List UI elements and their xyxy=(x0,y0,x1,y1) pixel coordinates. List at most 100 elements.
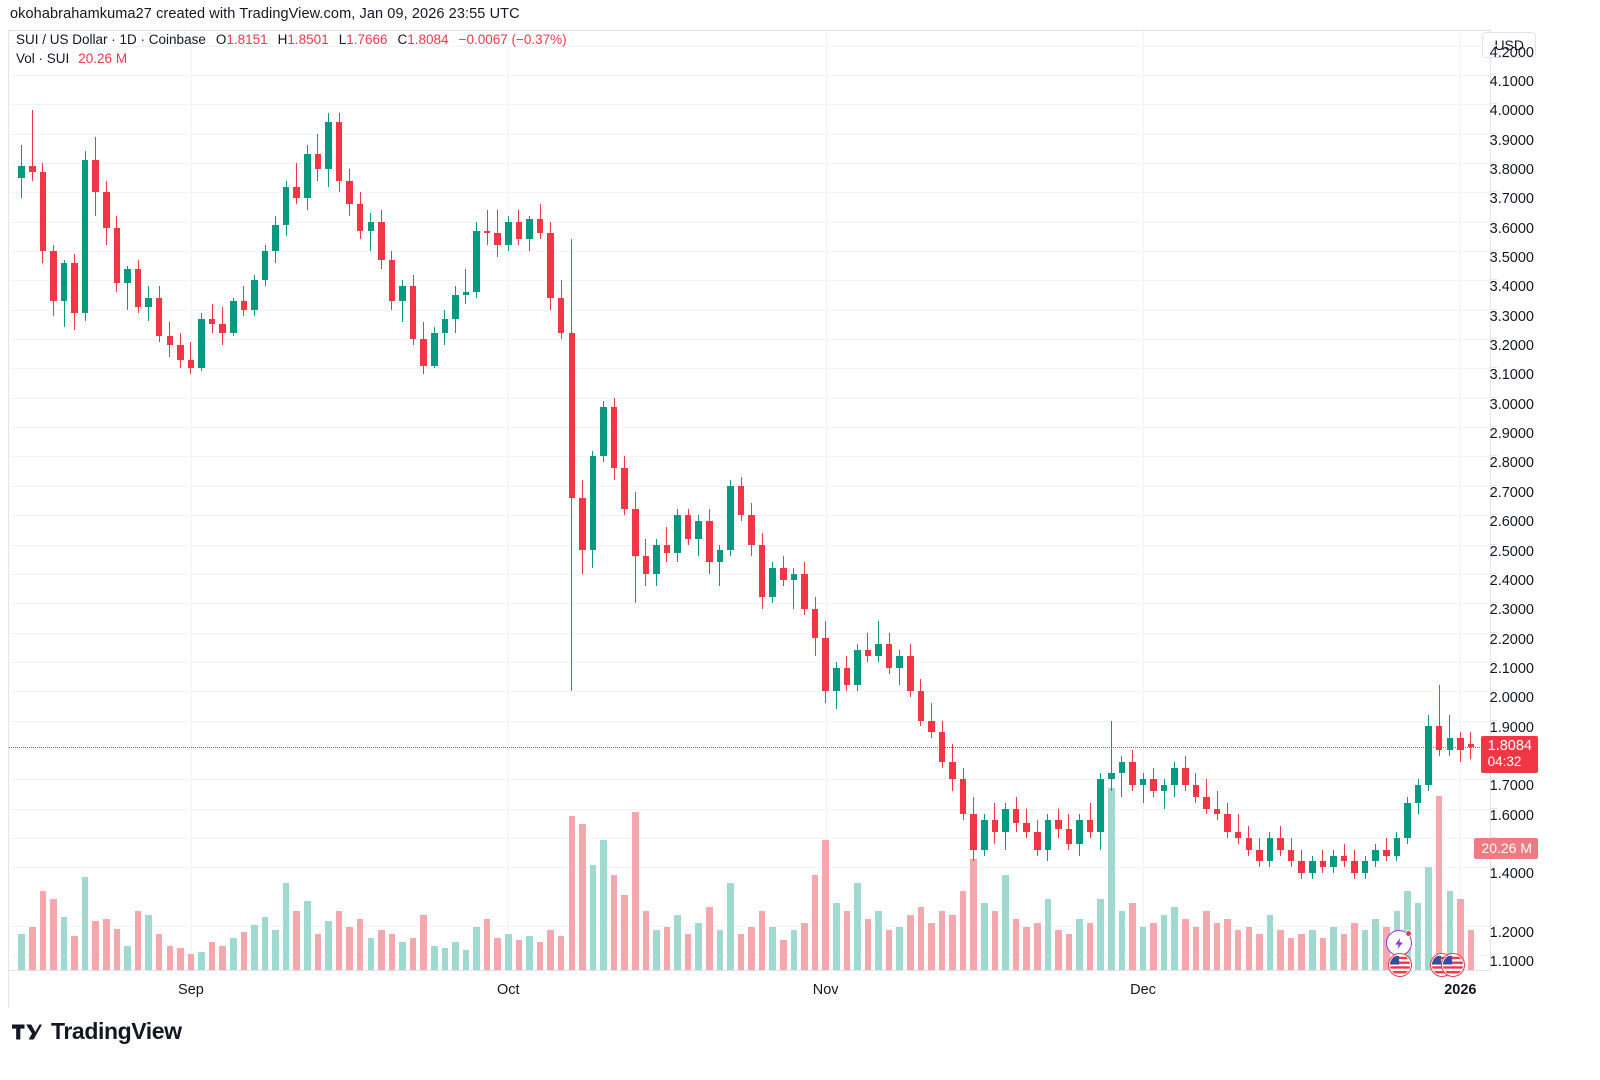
legend-volume-value: 20.26 M xyxy=(78,51,128,66)
price-badge-value: 1.8084 xyxy=(1487,738,1532,755)
us-flag-badge-left[interactable] xyxy=(1388,953,1412,977)
gridline-horizontal xyxy=(9,573,1490,575)
candle-wick xyxy=(31,110,33,181)
candle-wick xyxy=(1110,720,1112,791)
gridline-vertical xyxy=(508,31,510,970)
volume-bar xyxy=(145,914,152,970)
current-price-badge[interactable]: 1.8084 04:32 xyxy=(1480,736,1538,774)
candle-body xyxy=(1467,744,1475,747)
price-tick-dash xyxy=(1491,514,1497,516)
time-tick-label: Sep xyxy=(178,982,204,998)
candle-body xyxy=(970,814,978,850)
volume-bar xyxy=(864,918,872,970)
volume-bar xyxy=(219,946,226,970)
legend-low-key: L xyxy=(338,32,347,47)
price-tick-dash xyxy=(1491,455,1497,457)
candle-wick xyxy=(1438,685,1440,756)
volume-bar xyxy=(674,914,681,970)
candle-wick xyxy=(402,280,404,322)
volume-bar xyxy=(1309,930,1316,970)
us-flag-icon xyxy=(1388,953,1412,977)
chart-plot-area[interactable] xyxy=(8,30,1490,970)
legend-exchange[interactable]: Coinbase xyxy=(148,32,206,47)
legend-volume-row[interactable]: Vol · SUI 20.26 M xyxy=(16,51,567,68)
candle-body xyxy=(304,154,311,199)
candle-body xyxy=(801,573,808,610)
volume-bar xyxy=(706,906,713,970)
price-tick-dash xyxy=(1491,866,1497,868)
volume-bar xyxy=(854,883,861,970)
volume-bar xyxy=(843,910,851,970)
candle-body xyxy=(1277,837,1284,850)
volume-bar xyxy=(18,934,25,970)
candle-body xyxy=(928,720,935,733)
volume-bar xyxy=(356,918,364,970)
time-axis[interactable]: Sep Oct Nov Dec 2026 xyxy=(8,970,1490,1008)
candle-body xyxy=(103,192,110,228)
candle-body xyxy=(356,204,364,231)
gridline-vertical xyxy=(190,31,192,970)
volume-bar xyxy=(430,946,438,970)
candle-body xyxy=(494,233,501,246)
lightning-bolt-icon[interactable] xyxy=(1386,930,1412,956)
tradingview-footer[interactable]: TradingView xyxy=(12,1018,182,1045)
us-flag-badge-right-b[interactable] xyxy=(1441,953,1465,977)
currency-badge[interactable]: USD xyxy=(1482,32,1536,58)
volume-bar xyxy=(229,938,237,970)
volume-bar xyxy=(1372,918,1380,970)
volume-bar xyxy=(663,926,671,970)
candle-body xyxy=(1457,738,1464,750)
legend-volume-label: Vol · SUI xyxy=(16,51,70,66)
volume-bar xyxy=(1351,922,1358,970)
volume-bar xyxy=(28,926,36,970)
notification-dot-icon xyxy=(1405,930,1412,937)
gridline-horizontal xyxy=(9,544,1490,546)
legend-open-key: O xyxy=(215,32,227,47)
volume-bar xyxy=(1414,902,1422,970)
volume-bar xyxy=(695,922,702,970)
gridline-horizontal xyxy=(9,925,1490,927)
volume-bar xyxy=(124,946,131,970)
volume-bar xyxy=(822,839,829,970)
volume-bar xyxy=(938,910,946,970)
gridline-horizontal xyxy=(9,661,1490,663)
bolt-glyph xyxy=(1394,937,1403,949)
candle-body xyxy=(452,295,459,319)
legend-interval[interactable]: 1D xyxy=(119,32,137,47)
candle-body xyxy=(1266,837,1274,862)
candle-body xyxy=(1414,785,1422,803)
volume-bar xyxy=(610,875,618,970)
volume-bar xyxy=(1065,934,1073,970)
gridline-vertical xyxy=(1143,31,1145,970)
candle-body xyxy=(208,318,216,325)
candle-body xyxy=(1340,855,1348,862)
candle-body xyxy=(240,300,248,310)
candle-body xyxy=(959,779,967,815)
candle-body xyxy=(1383,849,1390,856)
legend-symbol[interactable]: SUI / US Dollar xyxy=(16,32,108,47)
candle-body xyxy=(1203,796,1210,809)
candle-body xyxy=(1160,785,1168,791)
current-price-line xyxy=(9,747,1490,749)
candle-body xyxy=(822,638,829,692)
volume-bar xyxy=(1245,926,1253,970)
gridline-horizontal xyxy=(9,632,1490,634)
candle-body xyxy=(674,515,681,554)
gridline-horizontal xyxy=(9,309,1490,311)
candle-wick xyxy=(465,268,467,304)
volume-bar xyxy=(166,946,174,970)
candle-body xyxy=(1435,726,1443,750)
volume-bar xyxy=(346,926,353,970)
candle-body xyxy=(409,286,417,340)
chart-legend: SUI / US Dollar · 1D · Coinbase O1.8151 … xyxy=(16,32,567,68)
price-axis[interactable]: USD 4.2000 4.1000 4.0000 3.9000 3.8000 3.7000… xyxy=(1474,30,1600,970)
current-volume-badge[interactable]: 20.26 M xyxy=(1474,837,1538,859)
volume-bar xyxy=(420,914,427,970)
volume-bar xyxy=(452,942,459,970)
volume-bar xyxy=(505,934,512,970)
volume-bar xyxy=(1256,934,1263,970)
candle-body xyxy=(610,406,618,469)
gridline-horizontal xyxy=(9,808,1490,810)
volume-bar xyxy=(1277,930,1284,970)
legend-symbol-row[interactable]: SUI / US Dollar · 1D · Coinbase O1.8151 … xyxy=(16,32,567,49)
